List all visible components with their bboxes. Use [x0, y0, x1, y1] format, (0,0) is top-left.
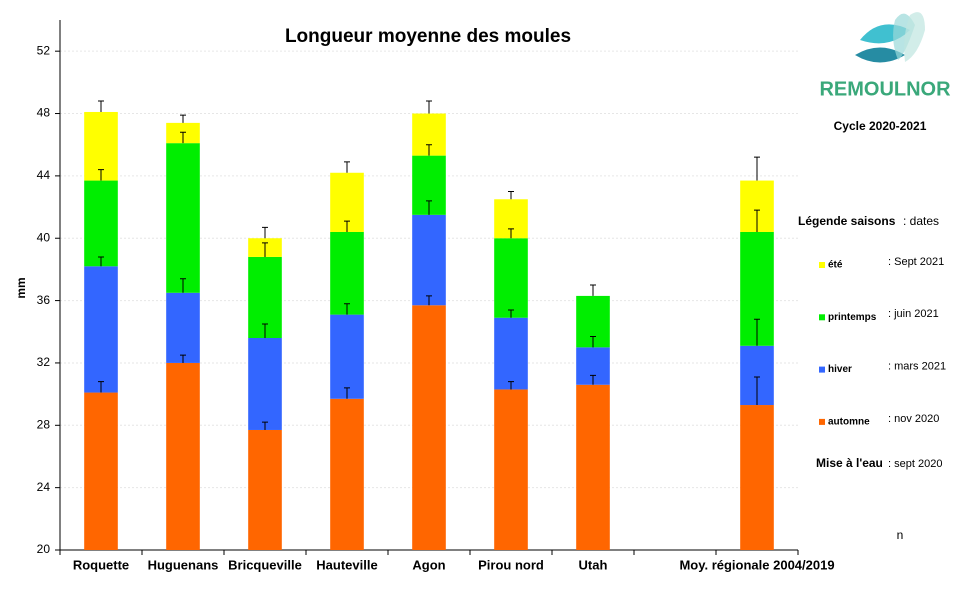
x-tick-label: Agon [412, 557, 445, 572]
y-tick-label: 32 [37, 355, 51, 369]
brand: REMOULNOR [819, 78, 951, 100]
bar-segment [248, 338, 282, 430]
bar-segment [740, 405, 774, 550]
bar-segment [494, 238, 528, 318]
bar-segment [330, 232, 364, 315]
error-bar [754, 156, 760, 181]
error-bar [426, 144, 432, 156]
x-tick-label: Utah [579, 557, 608, 572]
error-bar [98, 169, 104, 181]
y-tick-label: 40 [37, 230, 51, 244]
cycle: Cycle 2020-2021 [834, 119, 927, 133]
legend-title: Légende saisons [798, 214, 896, 228]
x-tick-label: Bricqueville [228, 557, 302, 572]
y-tick-label: 36 [37, 293, 51, 307]
error-bar [590, 284, 596, 296]
error-bar [180, 114, 186, 123]
error-bar [754, 318, 760, 346]
bar-segment [494, 317, 528, 390]
x-tick-label: Huguenans [148, 557, 219, 572]
error-bar [590, 374, 596, 385]
error-bar [426, 295, 432, 306]
y-axis-label: mm [14, 277, 28, 298]
launch-date: : sept 2020 [888, 458, 942, 470]
n-label: n [897, 528, 904, 542]
bar-segment [330, 398, 364, 550]
error-bar [344, 303, 350, 315]
chart-title: Longueur moyenne des moules [285, 26, 571, 47]
legend-date: : mars 2021 [888, 361, 946, 373]
error-bar [754, 209, 760, 232]
error-bar [426, 100, 432, 114]
bar-segment [248, 429, 282, 550]
legend-swatch [819, 366, 825, 373]
legend-date: : juin 2021 [888, 308, 939, 320]
x-tick-label: Moy. régionale 2004/2019 [679, 557, 834, 572]
bar-segment [494, 389, 528, 550]
error-bar [508, 228, 514, 239]
error-bar [344, 387, 350, 399]
x-tick-label: Pirou nord [478, 557, 544, 572]
legend-label: automne [828, 417, 870, 428]
error-bar [180, 278, 186, 293]
bar-segment [412, 305, 446, 550]
bar-segment [330, 314, 364, 399]
error-bar [262, 226, 268, 239]
y-tick-label: 20 [37, 542, 51, 556]
bar-segment [166, 292, 200, 363]
legend-label: printemps [828, 312, 877, 323]
error-bar [344, 220, 350, 232]
error-bar [98, 256, 104, 267]
legend-date: : Sept 2021 [888, 256, 944, 268]
error-bar [98, 100, 104, 112]
y-tick-label: 44 [37, 168, 51, 182]
bar-segment [84, 266, 118, 393]
error-bar [754, 376, 760, 406]
y-tick-label: 48 [37, 106, 51, 120]
y-tick-label: 52 [37, 43, 51, 57]
legend-date: : nov 2020 [888, 413, 939, 425]
x-tick-label: Hauteville [316, 557, 377, 572]
error-bar [98, 381, 104, 393]
bar-segment [84, 180, 118, 267]
error-bar [426, 200, 432, 215]
launch-label: Mise à l'eau [816, 456, 883, 470]
error-bar [508, 190, 514, 200]
legend-label: été [828, 260, 843, 271]
error-bar [262, 421, 268, 430]
bar-segment [166, 143, 200, 293]
legend-swatch [819, 314, 825, 321]
error-bar [590, 335, 596, 348]
error-bar [508, 309, 514, 318]
bar-segment [576, 384, 610, 550]
legend-label: hiver [828, 364, 852, 375]
logo [855, 12, 925, 63]
y-tick-label: 24 [37, 480, 51, 494]
error-bar [180, 354, 186, 363]
legend-swatch [819, 262, 825, 268]
bar-segment [412, 214, 446, 306]
bar-segment [84, 392, 118, 550]
bar-segment [166, 362, 200, 550]
error-bar [262, 323, 268, 338]
x-tick-label: Roquette [73, 557, 129, 572]
error-bar [508, 381, 514, 390]
legend-swatch [819, 418, 825, 425]
error-bar [262, 242, 268, 257]
error-bar [344, 161, 350, 173]
y-tick-label: 28 [37, 417, 51, 431]
legend-dates-header: : dates [903, 214, 939, 228]
error-bar [180, 131, 186, 144]
bar-segment [84, 111, 118, 181]
